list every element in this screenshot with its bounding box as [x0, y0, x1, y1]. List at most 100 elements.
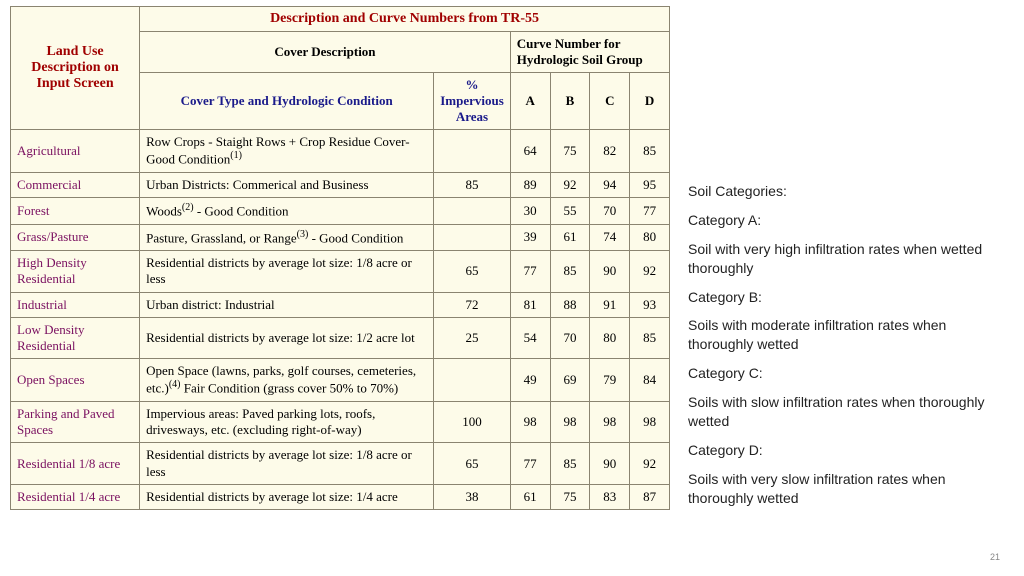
- impervious-cell: 72: [434, 292, 511, 317]
- cover-description-cell: Urban Districts: Commerical and Business: [140, 172, 434, 197]
- land-use-cell: High Density Residential: [11, 251, 140, 293]
- curve-b-cell: 69: [550, 358, 590, 401]
- curve-d-cell: 85: [630, 317, 670, 358]
- curve-a-cell: 49: [510, 358, 550, 401]
- curve-b-cell: 70: [550, 317, 590, 358]
- curve-number-table: Land Use Description on Input Screen Des…: [10, 6, 670, 510]
- curve-d-cell: 98: [630, 401, 670, 443]
- category-b-text: Soils with moderate infiltration rates w…: [688, 316, 998, 354]
- impervious-cell: 38: [434, 484, 511, 509]
- cover-description-cell: Residential districts by average lot siz…: [140, 251, 434, 293]
- curve-a-cell: 89: [510, 172, 550, 197]
- cover-description-cell: Residential districts by average lot siz…: [140, 484, 434, 509]
- land-use-header: Land Use Description on Input Screen: [11, 7, 140, 130]
- curve-b-cell: 85: [550, 443, 590, 485]
- curve-c-cell: 70: [590, 198, 630, 225]
- curve-d-cell: 95: [630, 172, 670, 197]
- table-row: High Density ResidentialResidential dist…: [11, 251, 670, 293]
- group-c-header: C: [590, 73, 630, 130]
- curve-c-cell: 79: [590, 358, 630, 401]
- curve-d-cell: 77: [630, 198, 670, 225]
- category-c-label: Category C:: [688, 364, 998, 383]
- page-number: 21: [990, 552, 1000, 562]
- impervious-cell: [434, 130, 511, 173]
- impervious-cell: 65: [434, 251, 511, 293]
- table-title: Description and Curve Numbers from TR-55: [140, 7, 670, 32]
- curve-b-cell: 88: [550, 292, 590, 317]
- land-use-cell: Commercial: [11, 172, 140, 197]
- cover-description-cell: Urban district: Industrial: [140, 292, 434, 317]
- curve-a-cell: 77: [510, 443, 550, 485]
- impervious-cell: [434, 198, 511, 225]
- land-use-cell: Open Spaces: [11, 358, 140, 401]
- group-d-header: D: [630, 73, 670, 130]
- curve-d-cell: 93: [630, 292, 670, 317]
- curve-c-cell: 98: [590, 401, 630, 443]
- curve-b-cell: 98: [550, 401, 590, 443]
- table-row: Open SpacesOpen Space (lawns, parks, gol…: [11, 358, 670, 401]
- land-use-cell: Residential 1/8 acre: [11, 443, 140, 485]
- curve-d-cell: 84: [630, 358, 670, 401]
- cover-description-cell: Residential districts by average lot siz…: [140, 317, 434, 358]
- impervious-cell: [434, 224, 511, 251]
- cover-description-cell: Woods(2) - Good Condition: [140, 198, 434, 225]
- curve-b-cell: 55: [550, 198, 590, 225]
- curve-group-header: Curve Number for Hydrologic Soil Group: [510, 32, 669, 73]
- land-use-cell: Agricultural: [11, 130, 140, 173]
- category-a-text: Soil with very high infiltration rates w…: [688, 240, 998, 278]
- curve-c-cell: 90: [590, 443, 630, 485]
- curve-a-cell: 64: [510, 130, 550, 173]
- curve-c-cell: 94: [590, 172, 630, 197]
- table-row: IndustrialUrban district: Industrial7281…: [11, 292, 670, 317]
- curve-a-cell: 61: [510, 484, 550, 509]
- cover-description-cell: Impervious areas: Paved parking lots, ro…: [140, 401, 434, 443]
- table-row: Parking and Paved SpacesImpervious areas…: [11, 401, 670, 443]
- table-row: ForestWoods(2) - Good Condition 30557077: [11, 198, 670, 225]
- group-a-header: A: [510, 73, 550, 130]
- curve-d-cell: 92: [630, 443, 670, 485]
- curve-a-cell: 98: [510, 401, 550, 443]
- curve-a-cell: 81: [510, 292, 550, 317]
- curve-d-cell: 87: [630, 484, 670, 509]
- table-row: Residential 1/8 acreResidential district…: [11, 443, 670, 485]
- land-use-cell: Low Density Residential: [11, 317, 140, 358]
- table-row: Low Density ResidentialResidential distr…: [11, 317, 670, 358]
- category-a-label: Category A:: [688, 211, 998, 230]
- curve-b-cell: 75: [550, 130, 590, 173]
- category-b-label: Category B:: [688, 288, 998, 307]
- curve-c-cell: 80: [590, 317, 630, 358]
- curve-b-cell: 75: [550, 484, 590, 509]
- category-c-text: Soils with slow infiltration rates when …: [688, 393, 998, 431]
- curve-d-cell: 85: [630, 130, 670, 173]
- land-use-cell: Grass/Pasture: [11, 224, 140, 251]
- land-use-cell: Parking and Paved Spaces: [11, 401, 140, 443]
- impervious-header: % Impervious Areas: [434, 73, 511, 130]
- curve-d-cell: 92: [630, 251, 670, 293]
- impervious-cell: 85: [434, 172, 511, 197]
- curve-a-cell: 39: [510, 224, 550, 251]
- soil-categories-panel: Soil Categories: Category A: Soil with v…: [688, 6, 998, 518]
- cover-description-cell: Open Space (lawns, parks, golf courses, …: [140, 358, 434, 401]
- cover-description-cell: Pasture, Grassland, or Range(3) - Good C…: [140, 224, 434, 251]
- land-use-cell: Residential 1/4 acre: [11, 484, 140, 509]
- impervious-cell: 65: [434, 443, 511, 485]
- curve-b-cell: 85: [550, 251, 590, 293]
- cover-description-cell: Residential districts by average lot siz…: [140, 443, 434, 485]
- cover-description-header: Cover Description: [140, 32, 511, 73]
- group-b-header: B: [550, 73, 590, 130]
- land-use-cell: Forest: [11, 198, 140, 225]
- curve-b-cell: 61: [550, 224, 590, 251]
- cover-description-cell: Row Crops - Staight Rows + Crop Residue …: [140, 130, 434, 173]
- table-row: Residential 1/4 acreResidential district…: [11, 484, 670, 509]
- category-d-text: Soils with very slow infiltration rates …: [688, 470, 998, 508]
- curve-c-cell: 83: [590, 484, 630, 509]
- cover-type-header: Cover Type and Hydrologic Condition: [140, 73, 434, 130]
- impervious-cell: 25: [434, 317, 511, 358]
- curve-c-cell: 90: [590, 251, 630, 293]
- curve-c-cell: 82: [590, 130, 630, 173]
- table-row: Grass/PasturePasture, Grassland, or Rang…: [11, 224, 670, 251]
- curve-a-cell: 77: [510, 251, 550, 293]
- curve-b-cell: 92: [550, 172, 590, 197]
- curve-a-cell: 30: [510, 198, 550, 225]
- curve-d-cell: 80: [630, 224, 670, 251]
